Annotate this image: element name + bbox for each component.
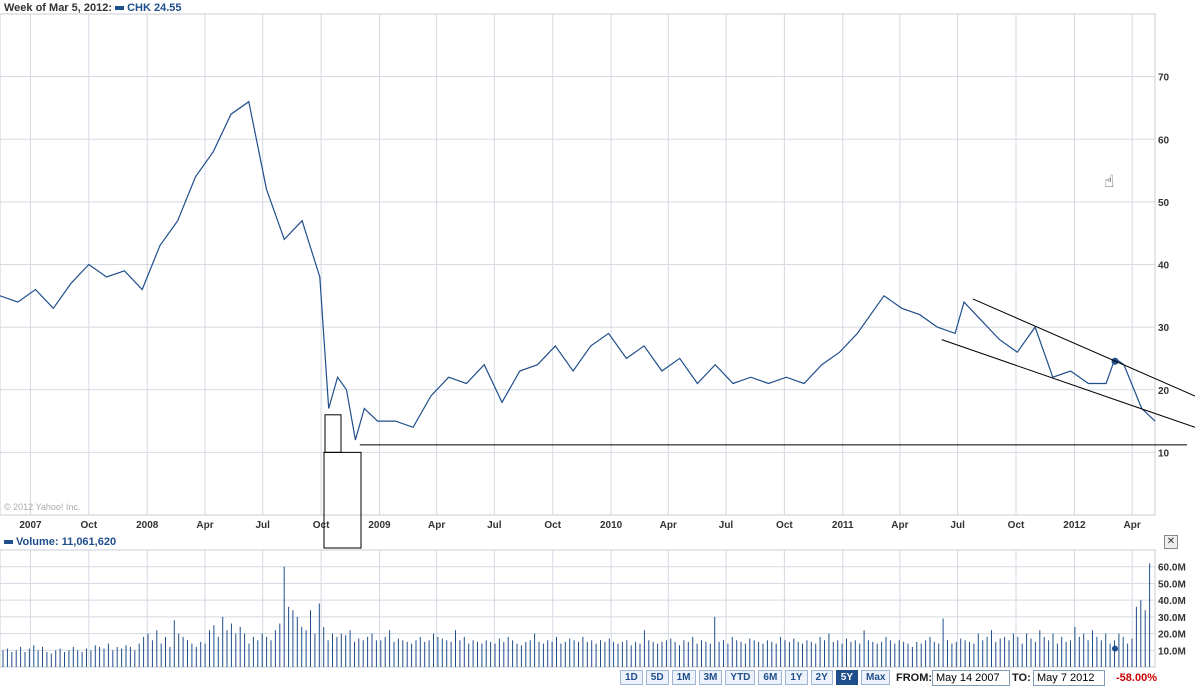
hand-cursor-icon: ☝ [1104, 172, 1115, 191]
copyright-text: © 2012 Yahoo! Inc. [4, 502, 81, 512]
range-button-bar: 1D 5D 1M 3M YTD 6M 1Y 2Y 5Y Max [620, 670, 891, 685]
range-button-ytd[interactable]: YTD [725, 670, 756, 685]
series-legend-swatch [115, 6, 125, 11]
volume-y-tick-label: 20.0M [1158, 630, 1186, 641]
range-button-max[interactable]: Max [861, 670, 891, 685]
price-y-tick-label: 50 [1158, 198, 1170, 209]
x-tick-label: 2011 [832, 520, 854, 531]
price-y-tick-label: 60 [1158, 135, 1170, 146]
x-tick-label: Apr [428, 520, 445, 531]
chart-header: Week of Mar 5, 2012: CHK 24.55 [4, 2, 182, 14]
x-tick-label: 2012 [1063, 520, 1086, 531]
to-label: TO: [1012, 672, 1031, 684]
x-tick-label: Apr [891, 520, 908, 531]
range-button-5y[interactable]: 5Y [835, 670, 859, 685]
x-tick-label: Oct [544, 520, 561, 531]
x-tick-label: Oct [81, 520, 98, 531]
x-tick-label: 2009 [368, 520, 391, 531]
range-button-1y[interactable]: 1Y [785, 670, 808, 685]
price-y-tick-label: 30 [1158, 323, 1170, 334]
x-tick-label: Oct [313, 520, 330, 531]
channel-upper-line [972, 298, 1195, 397]
x-tick-label: Apr [1124, 520, 1141, 531]
ticker-label: CHK 24.55 [127, 2, 182, 14]
price-y-tick-label: 20 [1158, 386, 1170, 397]
x-tick-label: Oct [1008, 520, 1025, 531]
price-series-line [0, 100, 1156, 441]
x-tick-label: Jul [256, 520, 271, 531]
volume-hover-marker [1112, 645, 1119, 652]
volume-y-tick-label: 30.0M [1158, 613, 1186, 624]
price-y-tick-label: 40 [1158, 261, 1170, 272]
range-button-6m[interactable]: 6M [758, 670, 783, 685]
channel-lower-line [941, 339, 1195, 428]
x-tick-label: Apr [660, 520, 677, 531]
x-tick-label: 2008 [136, 520, 159, 531]
price-y-tick-label: 70 [1158, 73, 1170, 84]
volume-label: Volume: 11,061,620 [16, 536, 117, 548]
range-button-5d[interactable]: 5D [645, 670, 669, 685]
range-button-3m[interactable]: 3M [698, 670, 723, 685]
x-tick-label: 2007 [19, 520, 42, 531]
annotation-box-small [324, 414, 342, 453]
volume-plot-frame [0, 549, 1156, 668]
x-tick-label: 2010 [600, 520, 623, 531]
from-date-input[interactable]: May 14 2007 [932, 670, 1010, 686]
close-volume-button[interactable]: ✕ [1164, 535, 1178, 549]
range-button-2y[interactable]: 2Y [810, 670, 833, 685]
from-label: FROM: [896, 672, 933, 684]
x-tick-label: Oct [776, 520, 793, 531]
annotation-box-large [323, 451, 362, 549]
volume-y-tick-label: 50.0M [1158, 579, 1186, 590]
volume-y-tick-label: 60.0M [1158, 563, 1186, 574]
close-icon: ✕ [1166, 536, 1176, 547]
range-button-1m[interactable]: 1M [671, 670, 696, 685]
x-tick-label: Jul [950, 520, 965, 531]
range-button-1d[interactable]: 1D [620, 670, 643, 685]
x-tick-label: Apr [196, 520, 213, 531]
x-tick-label: Jul [719, 520, 734, 531]
volume-y-tick-label: 10.0M [1158, 646, 1186, 657]
volume-header: Volume: 11,061,620 [4, 536, 116, 548]
volume-y-tick-label: 40.0M [1158, 596, 1186, 607]
change-percent: -58.00% [1116, 672, 1157, 684]
x-tick-label: Jul [487, 520, 502, 531]
to-date-input[interactable]: May 7 2012 [1033, 670, 1105, 686]
volume-legend-swatch [4, 540, 13, 545]
price-y-tick-label: 10 [1158, 448, 1170, 459]
week-label: Week of Mar 5, 2012: [4, 2, 113, 14]
